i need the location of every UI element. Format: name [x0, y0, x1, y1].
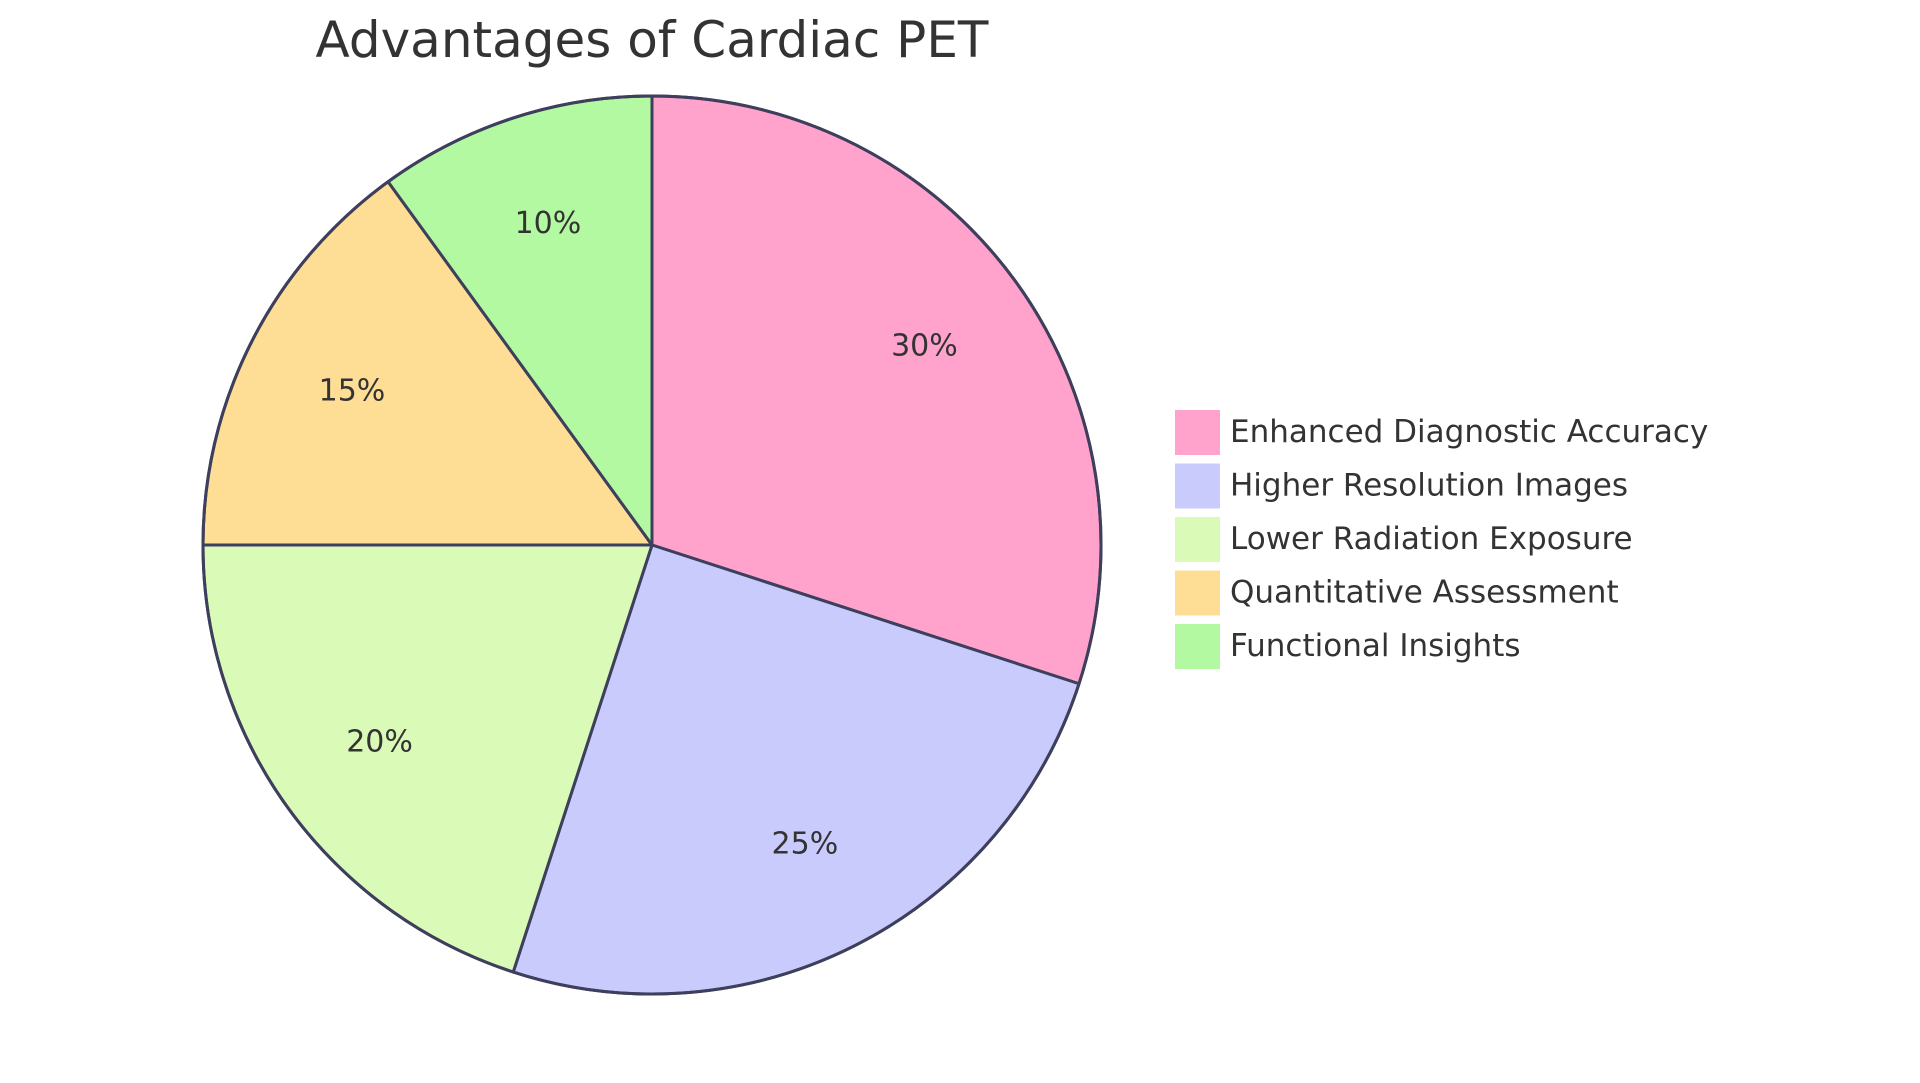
legend-label: Functional Insights	[1230, 628, 1521, 664]
legend-swatch	[1175, 410, 1220, 455]
legend-label: Higher Resolution Images	[1230, 468, 1628, 504]
slice-value-label: 15%	[319, 374, 386, 409]
legend-item-higher-resolution-images: Higher Resolution Images	[1175, 463, 1628, 509]
pie-outline	[201, 94, 1103, 996]
pie-slice-labels: 30% 25% 20% 15% 10%	[319, 206, 958, 861]
slice-value-label: 10%	[515, 206, 582, 241]
chart-title: Advantages of Cardiac PET	[316, 11, 989, 69]
legend-label: Quantitative Assessment	[1230, 575, 1619, 611]
legend-swatch	[1175, 570, 1220, 616]
legend-label: Enhanced Diagnostic Accuracy	[1230, 414, 1708, 450]
slice-value-label: 20%	[346, 724, 413, 759]
legend-swatch	[1175, 517, 1220, 562]
legend-item-functional-insights: Functional Insights	[1175, 624, 1521, 669]
pie-slices	[201, 94, 1103, 996]
slice-value-label: 25%	[772, 827, 839, 862]
legend-swatch	[1175, 463, 1220, 509]
legend-swatch	[1175, 624, 1220, 669]
legend-label: Lower Radiation Exposure	[1230, 521, 1633, 557]
slice-value-label: 30%	[891, 329, 958, 364]
legend: Enhanced Diagnostic Accuracy Higher Resol…	[1175, 410, 1708, 669]
legend-item-quantitative-assessment: Quantitative Assessment	[1175, 570, 1619, 616]
legend-item-lower-radiation-exposure: Lower Radiation Exposure	[1175, 517, 1633, 562]
legend-item-enhanced-diagnostic-accuracy: Enhanced Diagnostic Accuracy	[1175, 410, 1708, 455]
